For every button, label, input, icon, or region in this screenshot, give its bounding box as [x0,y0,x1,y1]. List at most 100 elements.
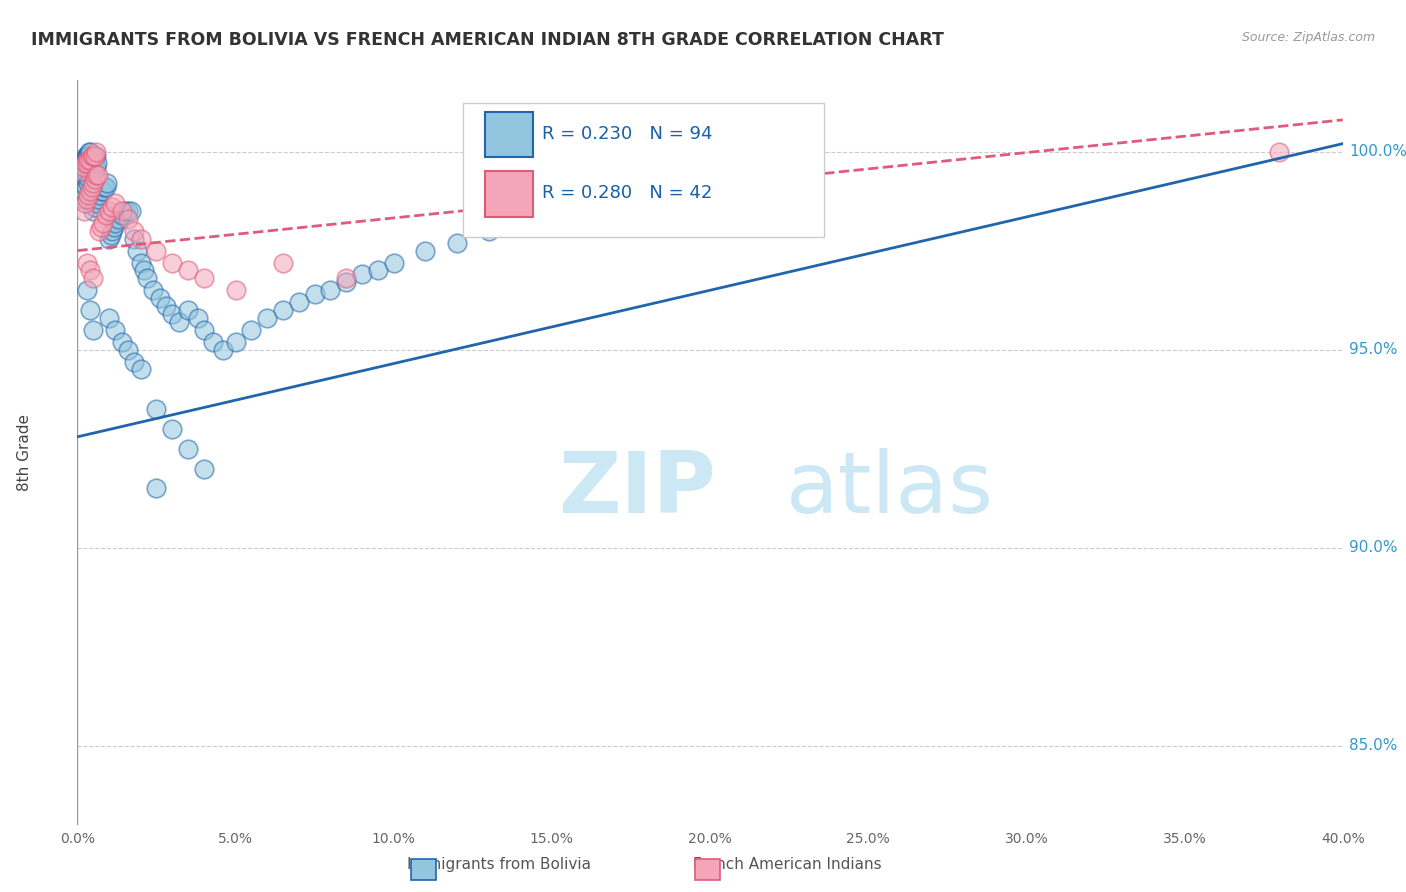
Point [162,307,183,321]
Point [82,148,104,162]
Point [202,334,225,349]
FancyBboxPatch shape [485,171,533,217]
Point [225,283,247,297]
Point [240,323,263,337]
Point [145,244,167,258]
Point [101,200,124,214]
Point [98,204,120,219]
Point [132,263,155,277]
Point [304,287,326,301]
Point [83,172,105,186]
Point [80,153,103,167]
Point [415,244,437,258]
Point [104,196,127,211]
Point [111,334,132,349]
Point [319,283,342,297]
Point [77,188,100,202]
Point [193,323,215,337]
Point [80,169,103,183]
Point [79,303,101,318]
Point [177,442,200,456]
Point [76,161,98,175]
Point [79,184,101,198]
Point [382,255,405,269]
Point [367,263,389,277]
Point [94,208,117,222]
Point [225,334,247,349]
Point [82,271,104,285]
FancyBboxPatch shape [464,103,824,236]
Point [79,156,101,170]
Point [86,148,108,162]
Text: R = 0.230   N = 94: R = 0.230 N = 94 [541,125,713,143]
Point [83,148,105,162]
Point [335,271,357,285]
Point [271,255,294,269]
Point [73,169,96,183]
Point [145,402,167,417]
Point [129,232,152,246]
Point [136,271,159,285]
Point [162,422,183,436]
Point [83,161,105,175]
Point [107,211,129,226]
Text: 95.0%: 95.0% [1348,343,1398,357]
Point [117,211,139,226]
Point [124,354,146,368]
Text: Immigrants from Bolivia: Immigrants from Bolivia [408,857,591,872]
Point [82,164,104,178]
Point [117,204,139,219]
Point [193,461,215,475]
Text: 100.0%: 100.0% [1348,145,1406,159]
Point [79,153,101,167]
Point [256,310,278,325]
Point [80,148,103,162]
Point [73,204,96,219]
Point [100,227,122,242]
Point [75,148,97,162]
Point [79,263,101,277]
Point [76,156,98,170]
Point [155,299,177,313]
Point [142,283,165,297]
Point [86,156,108,170]
Point [79,172,101,186]
Text: 8th Grade: 8th Grade [17,414,32,491]
Point [124,232,146,246]
FancyBboxPatch shape [485,112,533,157]
Point [80,180,103,194]
Point [90,219,112,234]
Point [70,164,93,178]
Point [77,153,100,167]
Point [104,323,127,337]
Point [73,184,96,198]
Point [75,164,97,178]
Point [77,148,100,162]
Point [86,169,108,183]
Point [76,283,98,297]
Point [211,343,233,357]
Point [271,303,294,318]
Point [75,153,97,167]
Point [91,184,114,198]
Point [86,145,108,159]
Point [89,188,111,202]
Text: 90.0%: 90.0% [1348,541,1398,556]
Point [82,323,104,337]
Text: R = 0.280   N = 42: R = 0.280 N = 42 [541,185,711,202]
Point [509,216,531,230]
Point [89,224,111,238]
Point [90,184,112,198]
Text: atlas: atlas [786,449,994,532]
Point [186,310,209,325]
Point [75,196,97,211]
Point [149,291,172,305]
Point [83,148,105,162]
Point [75,156,97,170]
Point [120,204,142,219]
Point [72,156,94,170]
Point [91,216,114,230]
Point [75,180,97,194]
Point [145,481,167,495]
Point [94,180,117,194]
